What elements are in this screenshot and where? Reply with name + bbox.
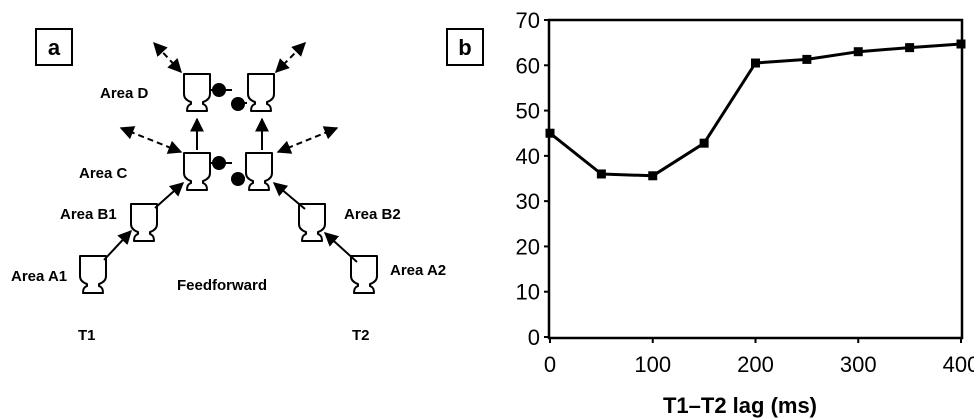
label-area-c: Area C <box>79 165 128 182</box>
y-tick-label: 50 <box>516 99 540 124</box>
data-point <box>545 128 555 138</box>
data-point <box>648 171 658 181</box>
chart-marks: 0 10 20 30 40 50 60 70 0 100 200 300 400 <box>516 8 974 377</box>
neuron-area-b2 <box>298 203 326 242</box>
neuron-area-d-right <box>247 73 275 112</box>
label-area-d: Area D <box>100 85 149 102</box>
neuron-area-c-right <box>245 152 273 191</box>
data-point <box>699 138 709 148</box>
y-tick-label: 20 <box>516 234 540 259</box>
y-tick-label: 10 <box>516 280 540 305</box>
panel-a-label: a <box>48 35 61 60</box>
neuron-area-a2 <box>350 255 378 294</box>
panel-b-label: b <box>458 35 471 60</box>
data-point <box>802 54 812 64</box>
panel-b: b 0 10 20 30 40 50 60 70 0 100 200 300 400 T1–T2 lag… <box>446 8 974 418</box>
panel-a: a <box>11 28 446 344</box>
x-tick-label: 0 <box>544 352 556 377</box>
label-t1: T1 <box>78 327 96 344</box>
y-tick-label: 70 <box>516 8 540 33</box>
plot-frame <box>547 18 964 340</box>
feedback-arrows <box>119 41 339 154</box>
feedback-arrow-d-right <box>275 42 306 73</box>
y-tick-label: 30 <box>516 189 540 214</box>
x-tick-label: 200 <box>737 352 774 377</box>
data-point <box>596 169 606 179</box>
y-tick-label: 40 <box>516 144 540 169</box>
neuron-area-c-left <box>183 152 211 191</box>
label-area-a2: Area A2 <box>390 262 446 279</box>
y-tick-label: 0 <box>528 325 540 350</box>
panel-a-label-box <box>35 28 73 66</box>
data-point <box>751 58 760 68</box>
feedback-arrow-c-left <box>119 126 183 154</box>
neuron-area-b1 <box>130 203 158 242</box>
x-axis-title: T1–T2 lag (ms) <box>663 393 817 418</box>
panel-b-label-box <box>446 28 484 66</box>
label-area-b2: Area B2 <box>344 206 401 223</box>
x-tick-label: 100 <box>634 352 671 377</box>
neuron-area-a1 <box>79 255 107 294</box>
data-point <box>853 47 863 57</box>
arrow-b1-to-c <box>154 182 185 209</box>
label-area-b1: Area B1 <box>60 206 117 223</box>
inhibition-d <box>211 83 247 111</box>
neuron-area-d-left <box>183 73 211 112</box>
data-point <box>956 39 966 49</box>
feedback-arrow-d-left <box>153 41 182 74</box>
label-feedforward: Feedforward <box>177 277 267 294</box>
x-tick-label: 400 <box>943 352 974 377</box>
y-tick-label: 60 <box>516 53 540 78</box>
arrow-a1-to-b1 <box>103 229 132 261</box>
inhibition-c <box>211 156 245 186</box>
arrow-b2-to-c <box>272 182 306 210</box>
data-point <box>905 43 915 53</box>
feedback-arrow-c-right <box>276 126 339 154</box>
label-area-a1: Area A1 <box>11 268 67 285</box>
x-tick-label: 300 <box>840 352 877 377</box>
arrow-a2-to-b2 <box>323 232 358 263</box>
label-t2: T2 <box>352 327 370 344</box>
